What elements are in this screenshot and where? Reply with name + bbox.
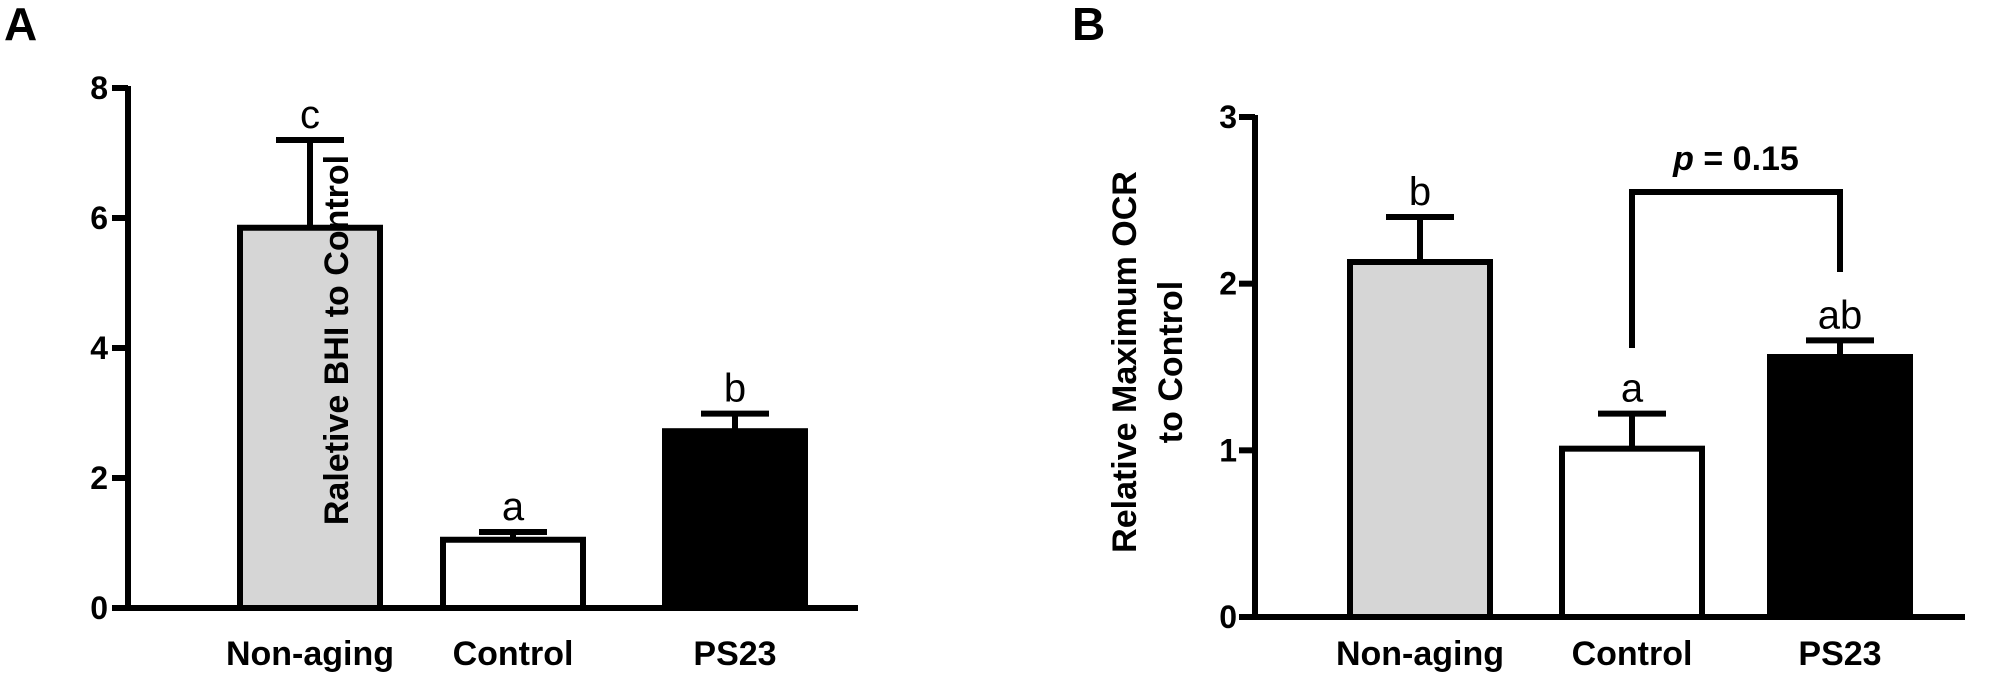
significance-label: a (502, 485, 525, 529)
significance-label: b (1409, 170, 1431, 214)
bar-non-aging (1347, 259, 1493, 620)
y-tick-label: 1 (1219, 432, 1237, 468)
bar-non-aging (237, 224, 383, 611)
y-tick-label: 8 (90, 70, 108, 106)
y-tick-label: 0 (90, 590, 108, 626)
y-axis-title: to Control (1152, 281, 1190, 443)
x-tick-label: PS23 (1798, 635, 1881, 673)
x-tick-label: Control (453, 635, 574, 673)
p-value-label: p = 0.15 (1672, 140, 1799, 178)
x-tick-label: Control (1572, 635, 1693, 673)
bar-ps23 (1767, 354, 1913, 620)
bar-control (1559, 445, 1705, 620)
y-axis-title: Relative Maximum OCR (1106, 171, 1144, 553)
x-tick-label: Non-aging (1336, 635, 1504, 673)
y-tick-label: 4 (90, 330, 108, 366)
y-tick-label: 0 (1219, 599, 1237, 635)
significance-label: ab (1818, 293, 1863, 337)
y-tick-label: 2 (90, 460, 108, 496)
x-tick-label: Non-aging (226, 635, 394, 673)
panel-label-a: A (4, 0, 37, 50)
significance-label: a (1621, 367, 1644, 411)
bar-ps23 (662, 428, 808, 612)
significance-label: c (300, 93, 320, 137)
significance-label: b (724, 367, 746, 411)
chart-panel-a: A 0 2 4 6 8 c Non-aging a Control b PS23 Raletive B… (4, 0, 858, 673)
comparison-bracket (1629, 189, 1843, 348)
y-tick-label: 6 (90, 200, 108, 236)
panel-label-b: B (1072, 0, 1105, 50)
bar-control (440, 536, 586, 611)
plot-area-a: 0 2 4 6 8 c Non-aging a Control b PS23 Raletive BHI… (90, 70, 858, 673)
chart-panel-b: B 0 1 2 3 b Non-aging a Control ab PS23 Relative M… (1072, 0, 1965, 673)
y-tick-label: 2 (1219, 266, 1237, 302)
y-axis-title: Raletive BHI to Control (318, 155, 356, 525)
y-tick-label: 3 (1219, 99, 1237, 135)
plot-area-b: 0 1 2 3 b Non-aging a Control ab PS23 Relative Max… (1106, 99, 1965, 673)
x-tick-label: PS23 (693, 635, 776, 673)
